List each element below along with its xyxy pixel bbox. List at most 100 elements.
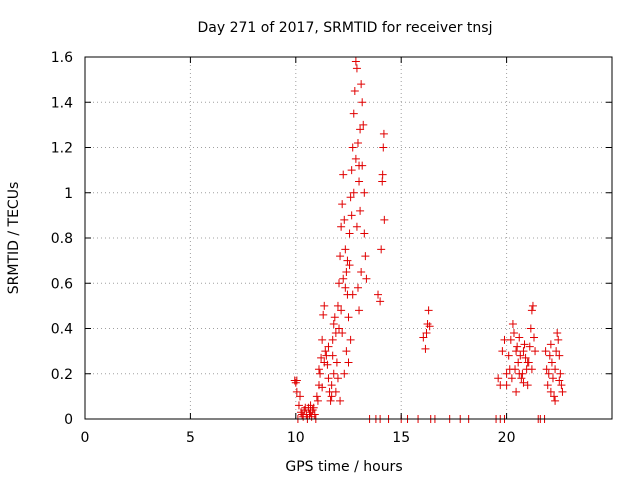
data-point	[519, 347, 528, 356]
data-point	[341, 245, 350, 254]
data-point	[342, 267, 351, 276]
data-point	[553, 329, 562, 338]
data-point	[339, 170, 348, 179]
y-tick-label: 1.2	[51, 141, 73, 157]
data-point	[358, 161, 367, 170]
data-point	[543, 381, 552, 390]
data-point	[546, 340, 555, 349]
data-point	[341, 283, 350, 292]
data-point	[504, 351, 513, 360]
data-point	[335, 324, 344, 333]
data-point	[320, 301, 329, 310]
y-tick-label: 0.6	[51, 276, 73, 292]
data-point	[378, 177, 387, 186]
data-point	[359, 120, 368, 129]
data-point	[515, 369, 524, 378]
data-point	[357, 267, 366, 276]
x-tick-label: 5	[186, 430, 195, 446]
data-point	[546, 387, 555, 396]
data-point	[321, 347, 330, 356]
data-point	[318, 335, 327, 344]
data-point	[313, 396, 322, 405]
y-tick-label: 1.6	[51, 50, 73, 66]
data-point	[330, 313, 339, 322]
data-point	[329, 319, 338, 328]
data-point	[555, 376, 564, 385]
data-point	[340, 215, 349, 224]
data-point	[291, 378, 300, 387]
data-point	[552, 347, 561, 356]
data-point	[512, 347, 521, 356]
data-point	[424, 306, 433, 315]
data-point	[550, 392, 559, 401]
data-point	[377, 245, 386, 254]
data-point	[379, 129, 388, 138]
axis-ticks	[84, 56, 612, 420]
data-point	[353, 283, 362, 292]
data-points	[290, 57, 567, 423]
data-point	[360, 229, 369, 238]
data-point	[527, 306, 536, 315]
data-point	[498, 347, 507, 356]
data-point	[378, 170, 387, 179]
data-point	[343, 256, 352, 265]
data-point	[312, 392, 321, 401]
data-point	[521, 353, 530, 362]
data-point	[348, 143, 357, 152]
data-point	[541, 347, 550, 356]
data-point	[333, 374, 342, 383]
data-point	[355, 177, 364, 186]
data-point	[337, 306, 346, 315]
data-point	[551, 396, 560, 405]
grid-lines	[85, 57, 612, 419]
data-point	[523, 358, 532, 367]
data-point	[356, 125, 365, 134]
data-point	[292, 376, 301, 385]
data-point	[554, 335, 563, 344]
data-point	[525, 342, 534, 351]
data-point	[294, 401, 303, 410]
data-point	[332, 358, 341, 367]
data-point	[422, 329, 431, 338]
data-point	[342, 347, 351, 356]
y-tick-label: 0	[64, 412, 73, 428]
chart-title: Day 271 of 2017, SRMTID for receiver tns…	[198, 20, 493, 36]
data-point	[347, 211, 356, 220]
data-point	[328, 335, 337, 344]
x-tick-label: 20	[498, 430, 516, 446]
data-point	[520, 340, 529, 349]
data-point	[349, 188, 358, 197]
data-point	[515, 333, 524, 342]
data-point	[333, 301, 342, 310]
x-tick-label: 10	[287, 430, 305, 446]
data-point	[338, 329, 347, 338]
data-point	[336, 396, 345, 405]
data-point	[379, 143, 388, 152]
data-point	[349, 109, 358, 118]
data-point	[320, 358, 329, 367]
data-point	[360, 188, 369, 197]
data-point	[548, 374, 557, 383]
data-point	[505, 365, 514, 374]
data-point	[314, 365, 323, 374]
data-point	[528, 301, 537, 310]
data-point	[421, 344, 430, 353]
data-point	[494, 374, 503, 383]
y-tick-label: 1	[64, 186, 73, 202]
data-point	[361, 252, 370, 261]
data-point	[530, 333, 539, 342]
data-point	[346, 193, 355, 202]
data-point	[339, 274, 348, 283]
data-point	[425, 322, 434, 331]
data-point	[357, 80, 366, 89]
data-point	[306, 401, 315, 410]
y-tick-label: 0.4	[51, 322, 73, 338]
data-point	[519, 378, 528, 387]
data-point	[555, 351, 564, 360]
data-point	[508, 319, 517, 328]
y-tick-label: 1.4	[51, 95, 73, 111]
data-point	[348, 290, 357, 299]
data-point	[292, 387, 301, 396]
data-point	[355, 306, 364, 315]
